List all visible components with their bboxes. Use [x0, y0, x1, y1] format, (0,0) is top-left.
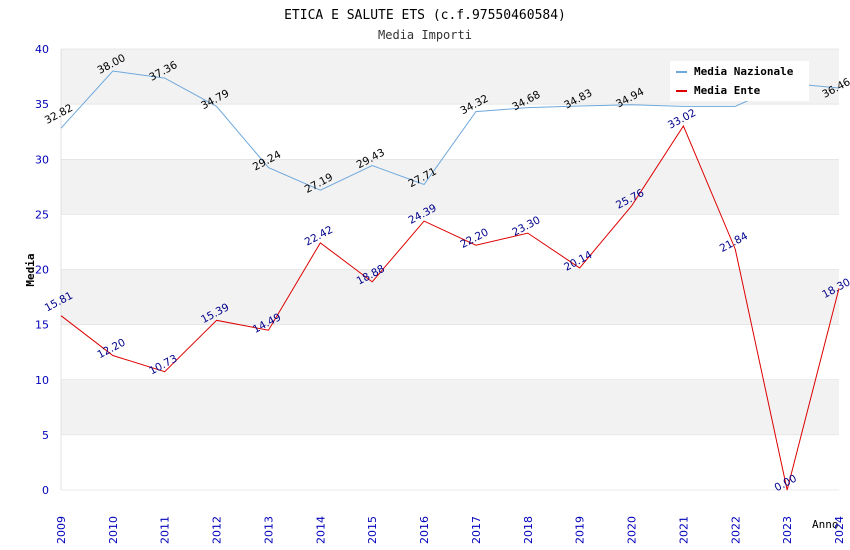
x-tick-label: 2018	[522, 516, 535, 544]
band	[61, 324, 839, 380]
y-tick-label: 20	[35, 264, 49, 277]
x-tick-label: 2011	[159, 516, 172, 544]
band	[61, 379, 839, 435]
y-tick-label: 5	[42, 429, 49, 442]
legend: Media Nazionale Media Ente	[670, 61, 809, 101]
x-tick-labels: 2009 2010 2011 2012 2013 2014 2015 2016 2017 2018…	[55, 516, 846, 544]
band	[61, 214, 839, 270]
x-tick-label: 2022	[729, 516, 742, 544]
x-tick-label: 2012	[211, 516, 224, 544]
gridlines	[60, 48, 839, 491]
band	[61, 159, 839, 215]
legend-label-media-ente: Media Ente	[694, 84, 761, 97]
y-tick-label: 35	[35, 98, 49, 111]
y-tick-label: 25	[35, 208, 49, 221]
band	[61, 269, 839, 325]
x-tick-label: 2021	[677, 516, 690, 544]
x-axis-label: Anno	[812, 518, 839, 531]
x-tick-label: 2015	[366, 516, 379, 544]
legend-label-media-nazionale: Media Nazionale	[694, 65, 794, 78]
series-line-media-ente	[60, 124, 840, 491]
chart-subtitle: Media Importi	[378, 28, 472, 42]
x-tick-label: 2023	[781, 516, 794, 544]
series-lines	[60, 70, 840, 491]
x-tick-label: 2017	[470, 516, 483, 544]
x-tick-label: 2016	[418, 516, 431, 544]
x-tick-label: 2024	[833, 516, 846, 544]
y-tick-labels: 0 5 10 15 20 25 30 35 40	[35, 43, 49, 497]
y-tick-label: 40	[35, 43, 49, 56]
legend-box	[670, 61, 809, 101]
band	[61, 434, 839, 490]
x-tick-label: 2013	[262, 516, 275, 544]
series-line-media-nazionale	[60, 70, 840, 191]
y-tick-label: 30	[35, 153, 49, 166]
y-tick-label: 0	[42, 484, 49, 497]
x-tick-label: 2019	[574, 516, 587, 544]
chart-title: ETICA E SALUTE ETS (c.f.97550460584)	[284, 8, 566, 23]
x-tick-label: 2010	[107, 516, 120, 544]
x-tick-label: 2009	[55, 516, 68, 544]
y-tick-label: 10	[35, 374, 49, 387]
y-axis-label: Media	[24, 253, 37, 286]
background-bands	[61, 49, 839, 490]
band	[61, 104, 839, 160]
x-tick-label: 2014	[314, 516, 327, 544]
x-tick-label: 2020	[626, 516, 639, 544]
y-tick-label: 15	[35, 319, 49, 332]
